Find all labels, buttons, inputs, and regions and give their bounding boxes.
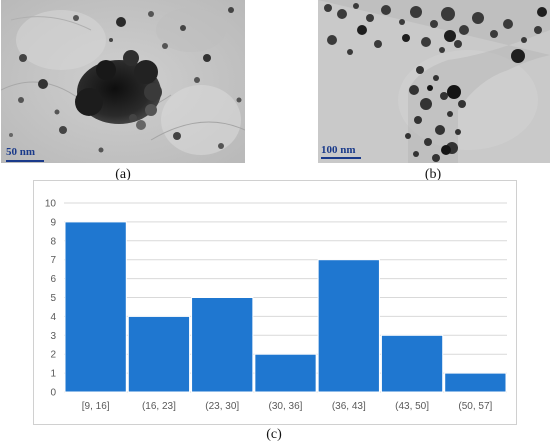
y-tick-label: 7 [50, 255, 56, 266]
scale-bar-b [321, 157, 361, 159]
histogram-bar [444, 372, 507, 393]
scale-bar-label-a: 50 nm [6, 146, 36, 158]
x-tick-label: (30, 36] [269, 401, 303, 412]
scale-bar-a [6, 160, 44, 162]
y-tick-label: 2 [50, 350, 56, 361]
x-tick-label: (36, 43] [332, 401, 366, 412]
histogram-chart: 0 1 2 3 4 5 6 7 8 9 10 [9, 16] (16, 23] (23, 30] (30, … [33, 180, 517, 425]
y-tick-label: 9 [50, 217, 56, 228]
x-tick-label: (50, 57] [458, 401, 492, 412]
y-tick-label: 0 [50, 388, 56, 399]
caption-c: (c) [266, 427, 282, 442]
x-tick-label: [9, 16] [82, 401, 110, 412]
histogram-bar [191, 297, 254, 393]
tem-image-a: 50 nm [1, 0, 245, 163]
y-tick-label: 3 [50, 331, 56, 342]
y-tick-label: 5 [50, 293, 56, 304]
y-tick-label: 1 [50, 369, 56, 380]
histogram-bar [254, 353, 317, 393]
y-tick-label: 6 [50, 274, 56, 285]
caption-a: (a) [115, 167, 131, 182]
scale-bar-label-b: 100 nm [321, 144, 356, 156]
histogram-bar [64, 221, 127, 393]
y-tick-label: 8 [50, 236, 56, 247]
y-tick-label: 4 [50, 312, 56, 323]
histogram-bar [317, 259, 380, 393]
histogram-svg: 0 1 2 3 4 5 6 7 8 9 10 [9, 16] (16, 23] (23, 30] (30, … [45, 199, 507, 412]
x-tick-label: (16, 23] [142, 401, 176, 412]
x-tick-label: (23, 30] [205, 401, 239, 412]
caption-b: (b) [424, 167, 442, 182]
x-tick-label: (43, 50] [395, 401, 429, 412]
y-tick-label: 10 [45, 199, 57, 210]
tem-image-b: 100 nm [318, 0, 550, 163]
histogram-bar [127, 315, 191, 393]
histogram-bar [380, 334, 444, 393]
